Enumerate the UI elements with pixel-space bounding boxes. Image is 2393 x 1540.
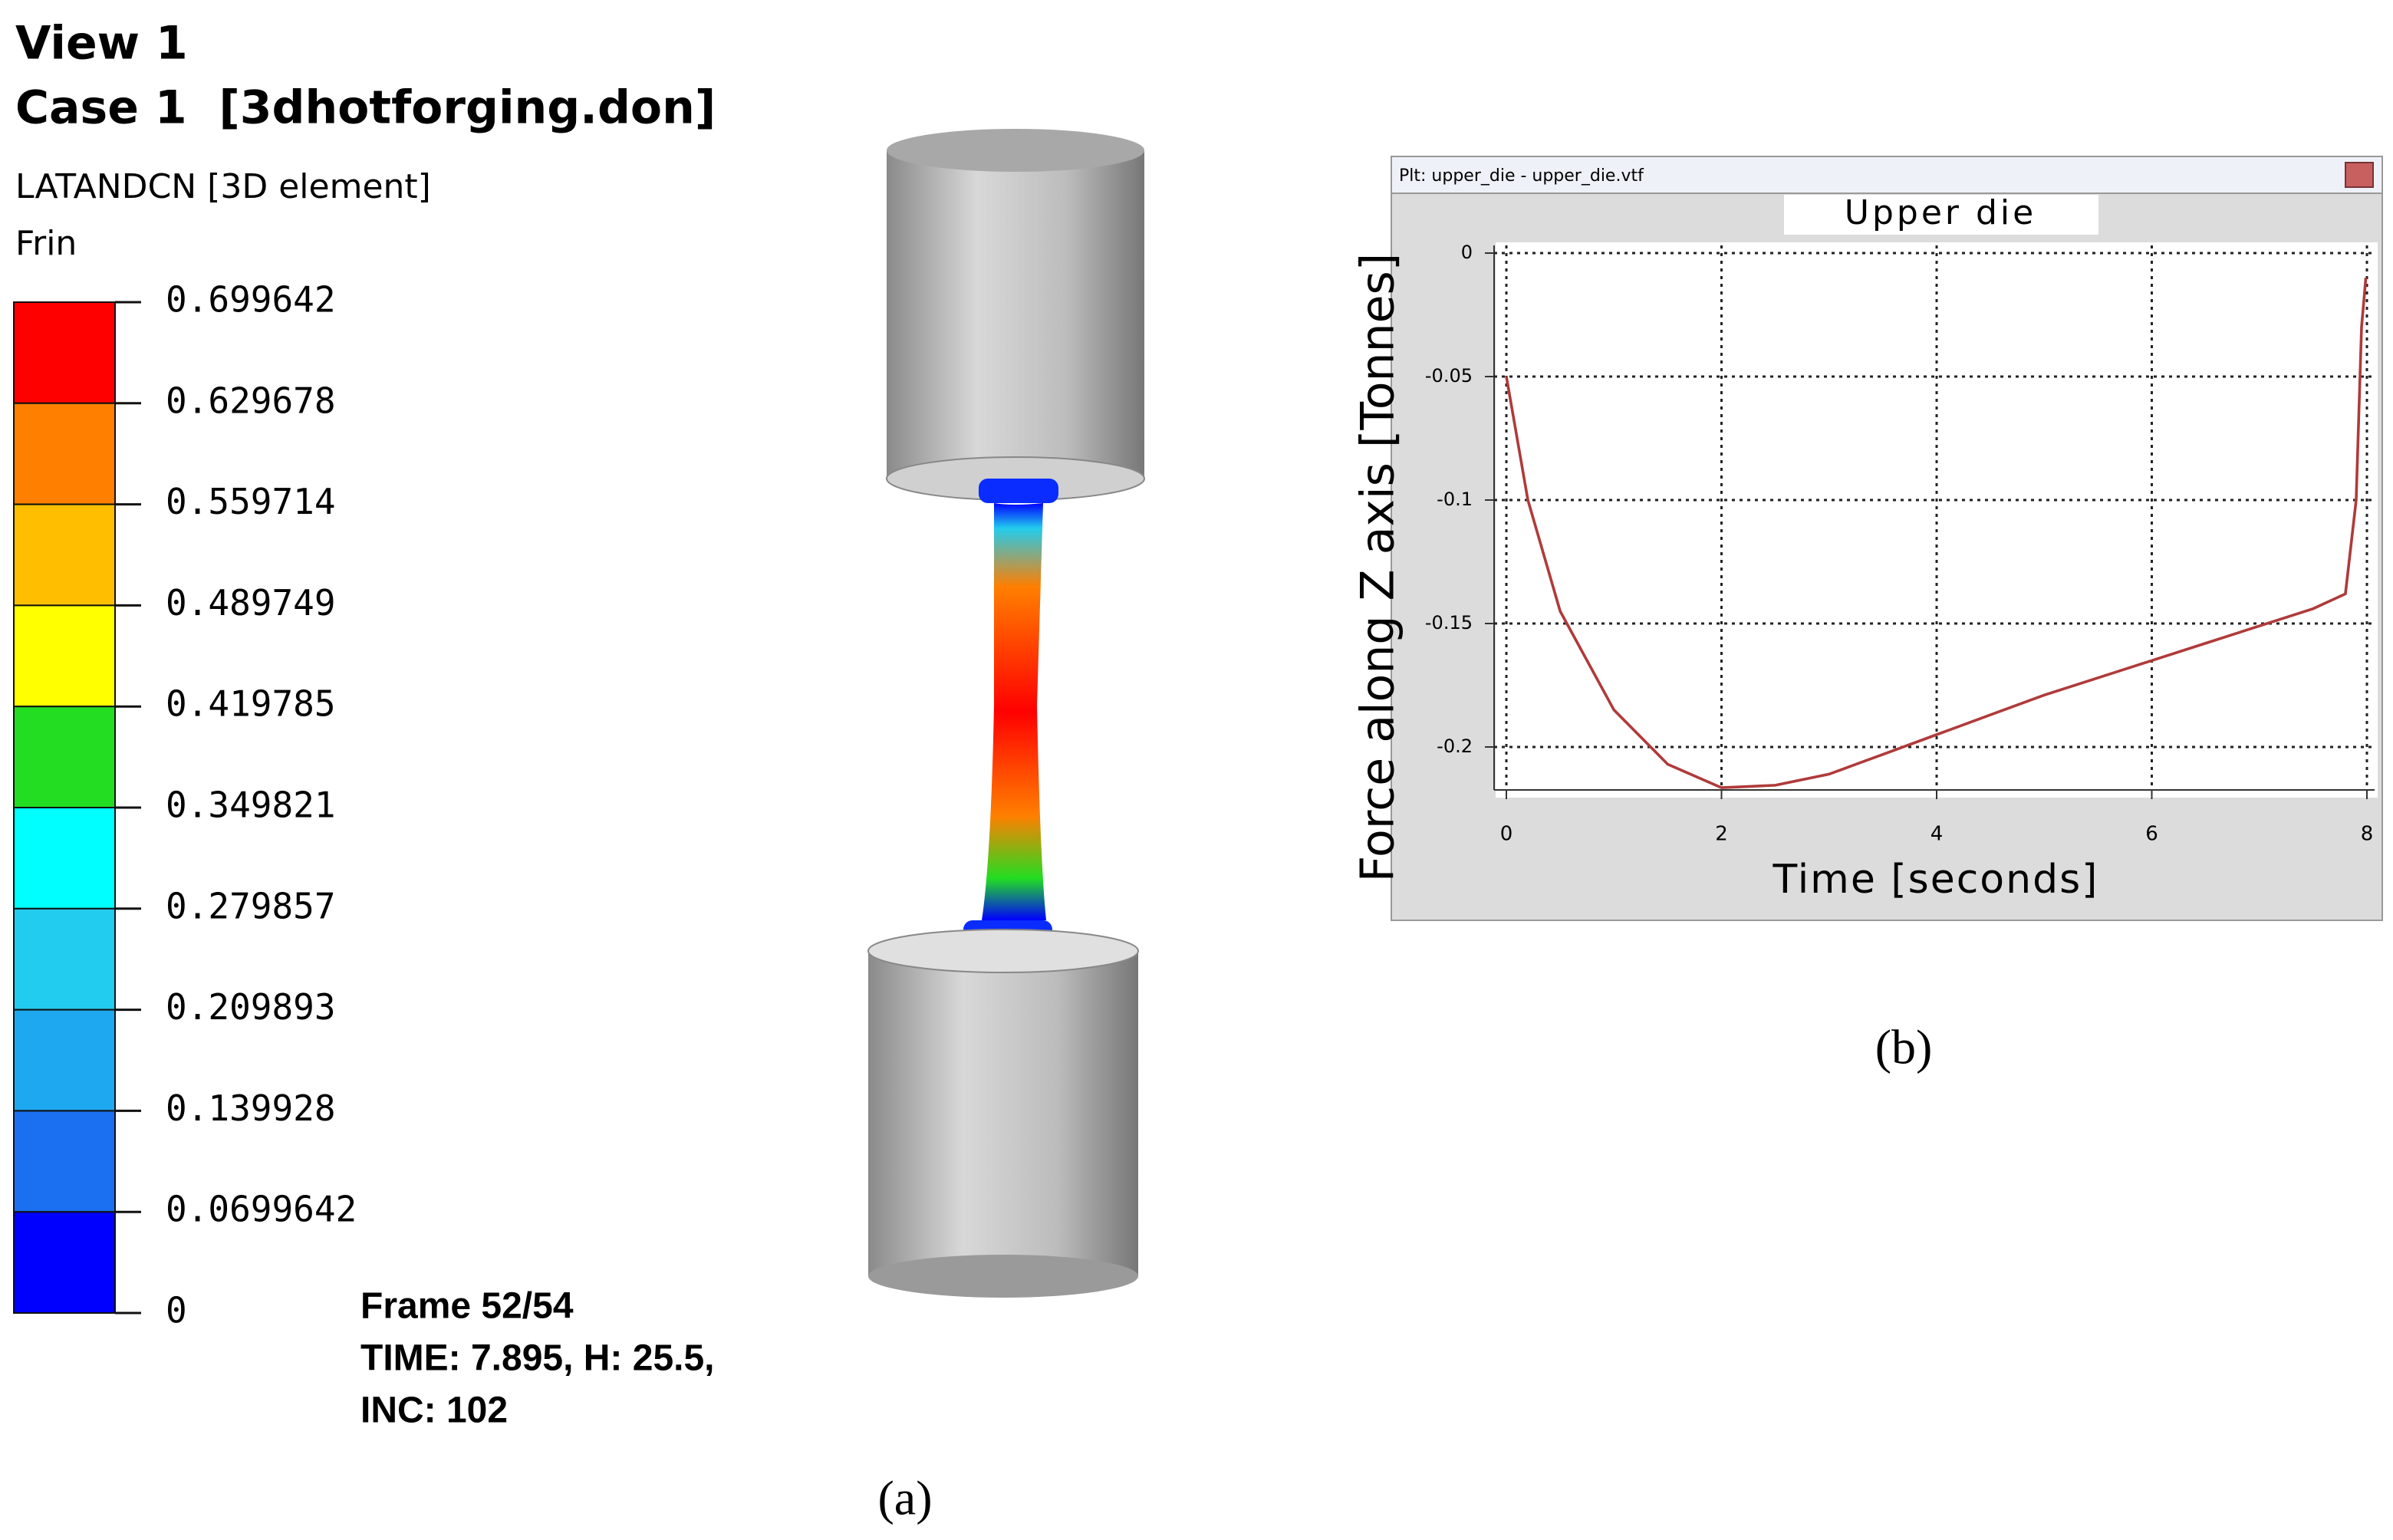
colorbar-label: 0.349821	[166, 785, 336, 826]
window-titlebar	[1391, 156, 2383, 194]
colorbar-label: 0.209893	[166, 986, 336, 1028]
case-title: Case 1 [3dhotforging.don]	[15, 81, 716, 135]
variable-label: LATANDCN [3D element]	[15, 167, 431, 206]
colorbar-band	[13, 503, 116, 607]
y-tick-label: -0.15	[1425, 612, 1473, 633]
caption: (a)	[877, 1471, 932, 1525]
y-tick-label: -0.05	[1425, 365, 1473, 387]
colorbar-label: 0.699642	[166, 279, 336, 321]
colorbar-label: 0.559714	[166, 481, 336, 522]
colorbar-label: 0.489749	[166, 582, 336, 624]
x-tick-label: 8	[2361, 823, 2374, 846]
colorbar-label: 0.139928	[166, 1088, 336, 1129]
caption: (b)	[1875, 1020, 1933, 1074]
close-button[interactable]	[2345, 162, 2374, 188]
colorbar-band	[13, 706, 116, 809]
colorbar-band	[13, 807, 116, 910]
chart-title: Upper die	[1845, 193, 2036, 232]
colorbar-band	[13, 1110, 116, 1213]
plot-area	[1496, 242, 2378, 798]
y-tick-label: -0.1	[1437, 489, 1473, 510]
colorbar-label: 0.419785	[166, 683, 336, 725]
x-tick-label: 6	[2145, 823, 2158, 846]
x-axis-label: Time [seconds]	[1773, 857, 2099, 903]
data-line	[1505, 278, 2368, 789]
colorbar-band	[13, 1211, 116, 1314]
y-tick-label: -0.2	[1437, 735, 1473, 757]
x-tick-label: 2	[1715, 823, 1728, 846]
colorbar: 0.699642 0.629678 0.559714 0.489749 0.419785…	[13, 279, 357, 1331]
colorbar-label: 0.279857	[166, 885, 336, 926]
x-tick-label: 4	[1931, 823, 1944, 846]
inc-info: INC: 102	[360, 1390, 508, 1431]
colorbar-band	[13, 604, 116, 708]
view-title: View 1	[15, 17, 188, 71]
window-title: Plt: upper_die - upper_die.vtf	[1399, 166, 1644, 186]
plot: 0 2 4 6 8 0 -0.05 -0.1 -0.15 -0.2	[1425, 242, 2375, 846]
colorbar-label: 0.629678	[166, 380, 336, 421]
y-axis-label: Force along Z axis [Tonnes]	[1351, 253, 1405, 882]
colorbar-label: 0.0699642	[166, 1189, 357, 1230]
colorbar-band	[13, 907, 116, 1011]
y-tick-label: 0	[1461, 242, 1473, 263]
colorbar-label: 0	[166, 1290, 187, 1331]
title-box	[1784, 195, 2098, 235]
die-model	[867, 129, 1145, 1298]
colorbar-title: Frin	[15, 224, 77, 263]
x-tick-label: 0	[1500, 823, 1513, 846]
time-info: TIME: 7.895, H: 25.5,	[360, 1338, 715, 1379]
frame-info: Frame 52/54	[360, 1286, 574, 1327]
colorbar-band	[13, 301, 116, 404]
colorbar-band	[13, 402, 116, 505]
colorbar-band	[13, 1009, 116, 1112]
